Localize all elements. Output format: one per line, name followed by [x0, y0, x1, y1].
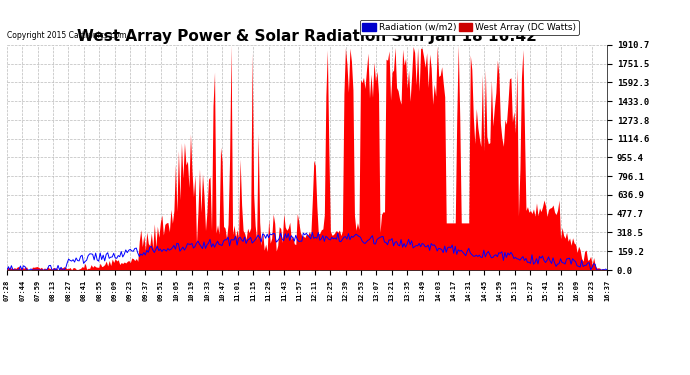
Legend: Radiation (w/m2), West Array (DC Watts): Radiation (w/m2), West Array (DC Watts) [359, 20, 579, 35]
Text: Copyright 2015 Cartronics.com: Copyright 2015 Cartronics.com [7, 32, 126, 40]
Title: West Array Power & Solar Radiation Sun Jan 18 16:42: West Array Power & Solar Radiation Sun J… [77, 29, 537, 44]
